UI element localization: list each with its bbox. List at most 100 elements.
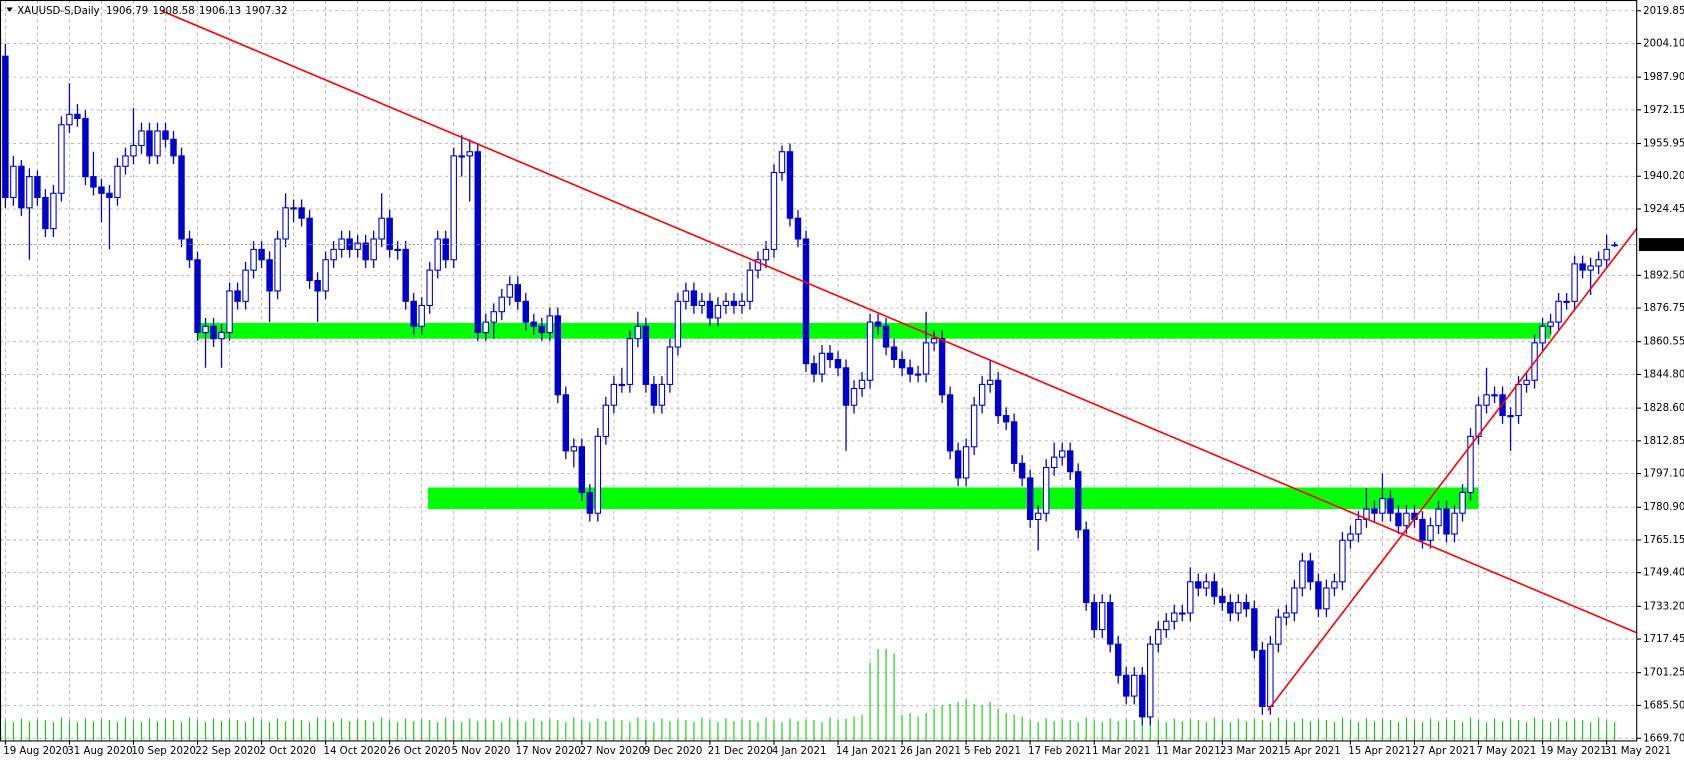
x-tick-label: 22 Sep 2020 bbox=[195, 746, 260, 757]
candle-body bbox=[1435, 508, 1442, 527]
y-tick-label: 1749.40 bbox=[1643, 568, 1684, 579]
y-tick-label: 1860.55 bbox=[1643, 337, 1684, 348]
x-tick-label: 31 May 2021 bbox=[1604, 746, 1670, 757]
candle-body bbox=[1107, 602, 1114, 645]
y-tick-label: 1987.90 bbox=[1643, 72, 1684, 83]
price-label: 1907.32 bbox=[1642, 240, 1684, 251]
candle-body bbox=[418, 304, 425, 327]
y-tick-label: 1828.60 bbox=[1643, 403, 1684, 414]
candle-body bbox=[1555, 300, 1562, 323]
candle-body bbox=[1131, 674, 1138, 697]
candle-body bbox=[1611, 244, 1618, 247]
candle-body bbox=[82, 117, 89, 178]
x-tick-label: 27 Apr 2021 bbox=[1412, 746, 1475, 757]
candle-body bbox=[1163, 620, 1170, 631]
candle-body bbox=[602, 404, 610, 437]
candle-body bbox=[122, 155, 129, 167]
candle-body bbox=[522, 300, 530, 323]
candle-body bbox=[1243, 602, 1250, 610]
candle-body bbox=[1203, 581, 1210, 589]
candle-body bbox=[490, 311, 497, 323]
x-tick-label: 27 Nov 2020 bbox=[580, 746, 645, 757]
candle-body bbox=[50, 192, 57, 230]
candle-body bbox=[786, 151, 794, 219]
candle-body bbox=[250, 248, 257, 271]
candle-body bbox=[954, 450, 962, 479]
candle-body bbox=[1275, 616, 1282, 645]
candle-body bbox=[1379, 498, 1386, 514]
candle-body bbox=[650, 383, 658, 406]
candle-body bbox=[842, 367, 850, 406]
candle-body bbox=[1090, 602, 1098, 631]
candle-body bbox=[1499, 394, 1506, 417]
candle-body bbox=[810, 363, 818, 375]
y-tick-label: 2019.85 bbox=[1643, 6, 1684, 17]
candle-body bbox=[770, 171, 778, 250]
candle-body bbox=[186, 238, 193, 261]
candle-body bbox=[682, 290, 690, 302]
candle-body bbox=[978, 383, 986, 406]
candle-body bbox=[138, 130, 145, 147]
candle-body bbox=[746, 269, 754, 302]
candle-body bbox=[1211, 581, 1218, 597]
candle-body bbox=[1451, 512, 1458, 535]
zone bbox=[428, 487, 1479, 510]
candle-body bbox=[1331, 581, 1338, 589]
x-tick-label: 5 Feb 2021 bbox=[964, 746, 1021, 757]
candle-body bbox=[578, 446, 586, 494]
candle-body bbox=[1171, 612, 1178, 622]
candle-body bbox=[466, 151, 473, 157]
candle-body bbox=[106, 192, 113, 198]
candle-body bbox=[714, 304, 722, 319]
candle-body bbox=[146, 130, 153, 157]
candle-body bbox=[426, 269, 433, 307]
candle-body bbox=[1547, 321, 1554, 327]
axes: 2019.85 2004.10 1987.90 1972.15 1955.95 1940.… bbox=[3, 6, 1684, 757]
candle-body bbox=[370, 238, 377, 261]
x-tick-label: 2 Oct 2020 bbox=[259, 746, 316, 757]
x-tick-label: 10 Sep 2020 bbox=[131, 746, 196, 757]
candle-body bbox=[778, 151, 786, 174]
candle-body bbox=[986, 379, 994, 385]
candle-body bbox=[1147, 643, 1154, 718]
candle-body bbox=[1579, 263, 1586, 271]
candle-body bbox=[866, 321, 874, 381]
candle-body bbox=[546, 315, 554, 334]
candle-body bbox=[274, 238, 281, 292]
candle-body bbox=[738, 300, 746, 307]
candle-body bbox=[1395, 512, 1402, 527]
low: 1906.13 bbox=[199, 6, 241, 17]
candle-body bbox=[1034, 512, 1042, 521]
price-label-box bbox=[1638, 238, 1684, 252]
x-tick-label: 26 Jan 2021 bbox=[900, 746, 961, 757]
candle-body bbox=[530, 321, 538, 327]
trendlines bbox=[0, 10, 1638, 711]
high: 1908.58 bbox=[153, 6, 195, 17]
candle-body bbox=[378, 217, 385, 240]
candle-body bbox=[498, 296, 505, 313]
candle-body bbox=[1523, 379, 1530, 385]
x-tick-label: 19 Aug 2020 bbox=[3, 746, 68, 757]
candle-body bbox=[754, 259, 762, 271]
candle-body bbox=[458, 155, 465, 158]
y-tick-label: 1844.80 bbox=[1643, 369, 1684, 380]
candle-body bbox=[1587, 265, 1594, 271]
x-tick-label: 26 Oct 2020 bbox=[388, 746, 451, 757]
candle-body bbox=[1235, 602, 1242, 614]
y-tick-label: 1892.50 bbox=[1643, 270, 1684, 281]
candle-body bbox=[330, 248, 337, 261]
y-tick-label: 1733.20 bbox=[1643, 601, 1684, 612]
candle-body bbox=[306, 217, 313, 282]
candle-body bbox=[962, 446, 970, 479]
candle-body bbox=[1563, 300, 1570, 303]
candle-body bbox=[1123, 674, 1130, 697]
candles bbox=[2, 43, 1618, 726]
candle-body bbox=[1603, 248, 1610, 261]
candle-body bbox=[506, 284, 513, 298]
candle-body bbox=[1139, 674, 1146, 718]
x-tick-label: 21 Dec 2020 bbox=[708, 746, 773, 757]
x-tick-label: 7 May 2021 bbox=[1476, 746, 1536, 757]
candle-body bbox=[18, 165, 25, 209]
candle-body bbox=[26, 176, 33, 209]
